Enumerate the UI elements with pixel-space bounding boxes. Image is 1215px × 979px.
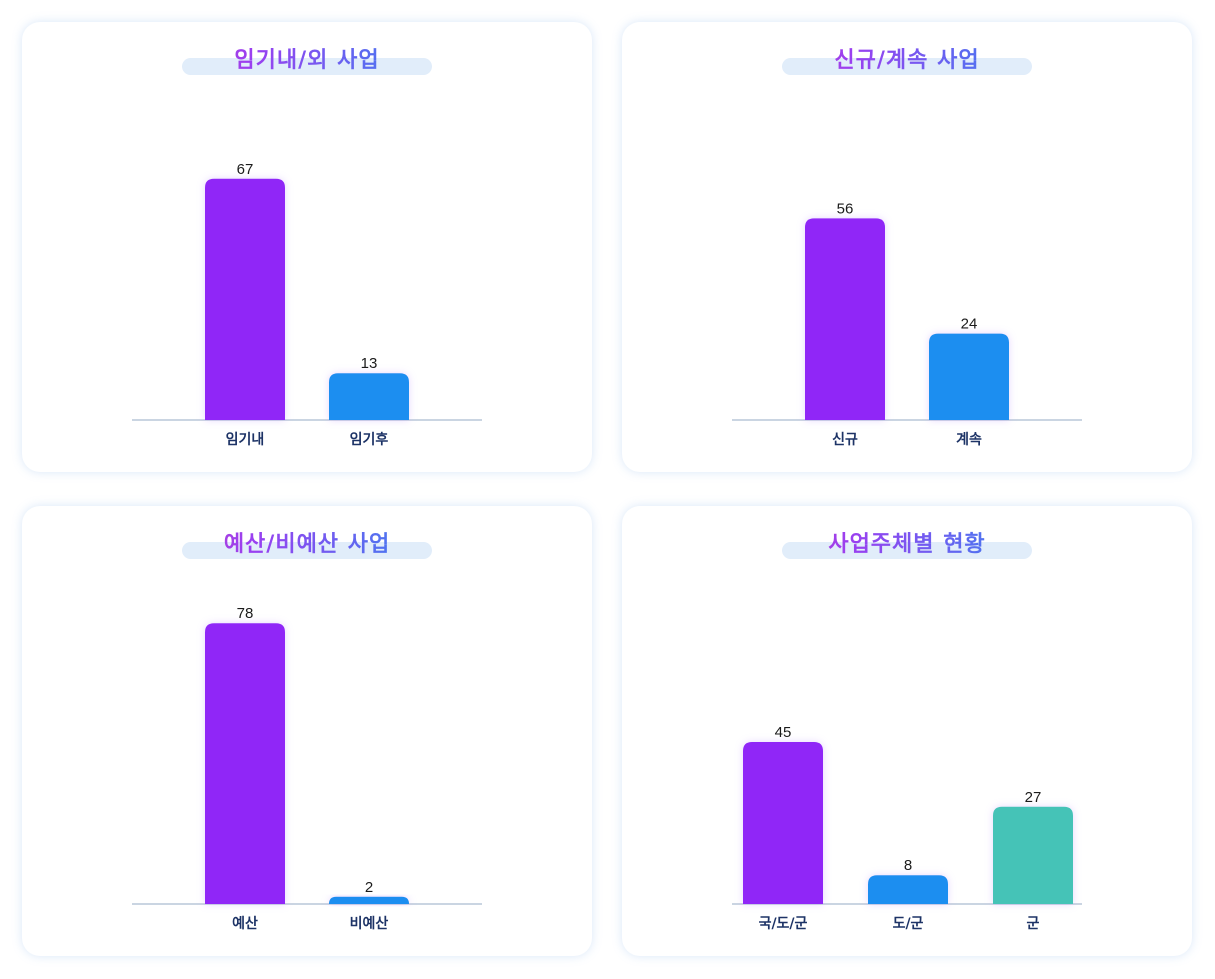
chart-card-budget: 예산/비예산 사업 78 예산 2 비예산 <box>22 506 592 956</box>
bar-도/군 <box>868 875 948 904</box>
category-label: 군 <box>1027 916 1040 932</box>
value-label: 78 <box>237 605 254 622</box>
chart-title: 신규/계속 사업 <box>622 42 1192 74</box>
chart-card-entity: 사업주체별 현황 45 국/도/군 8 도/군 27 군 <box>622 506 1192 956</box>
value-label: 45 <box>775 724 792 741</box>
bar-chart: 78 예산 2 비예산 <box>132 605 482 932</box>
category-label: 국/도/군 <box>759 916 808 932</box>
category-label: 예산 <box>232 915 258 932</box>
title-pill <box>782 58 1032 75</box>
bar-신규 <box>805 218 885 420</box>
bar-군 <box>993 806 1073 904</box>
category-label: 비예산 <box>350 915 389 932</box>
bar-임기후 <box>329 373 409 420</box>
title-pill <box>182 58 432 75</box>
category-label: 임기내 <box>226 432 265 448</box>
bar-계속 <box>929 333 1009 420</box>
chart-title: 사업주체별 현황 <box>622 526 1192 558</box>
value-label: 13 <box>361 355 378 372</box>
value-label: 24 <box>961 316 978 333</box>
bar-비예산 <box>329 896 409 904</box>
category-label: 도/군 <box>893 916 924 932</box>
chart-card-term: 임기내/외 사업 67 임기내 13 임기후 <box>22 22 592 472</box>
value-label: 67 <box>237 161 254 178</box>
bar-임기내 <box>205 178 285 420</box>
title-pill <box>782 542 1032 559</box>
bar-예산 <box>205 623 285 904</box>
category-label: 계속 <box>956 432 982 448</box>
category-label: 임기후 <box>350 432 389 448</box>
chart-card-new-continuing: 신규/계속 사업 56 신규 24 계속 <box>622 22 1192 472</box>
value-label: 27 <box>1025 789 1042 806</box>
bar-chart: 56 신규 24 계속 <box>732 200 1082 448</box>
bar-chart: 67 임기내 13 임기후 <box>132 161 482 448</box>
value-label: 2 <box>365 879 373 896</box>
chart-title: 임기내/외 사업 <box>22 42 592 74</box>
title-pill <box>182 542 432 559</box>
category-label: 신규 <box>832 432 858 448</box>
bar-국/도/군 <box>743 742 823 904</box>
value-label: 56 <box>837 200 854 217</box>
bar-chart: 45 국/도/군 8 도/군 27 군 <box>732 724 1082 932</box>
chart-title: 예산/비예산 사업 <box>22 526 592 558</box>
value-label: 8 <box>904 857 912 874</box>
